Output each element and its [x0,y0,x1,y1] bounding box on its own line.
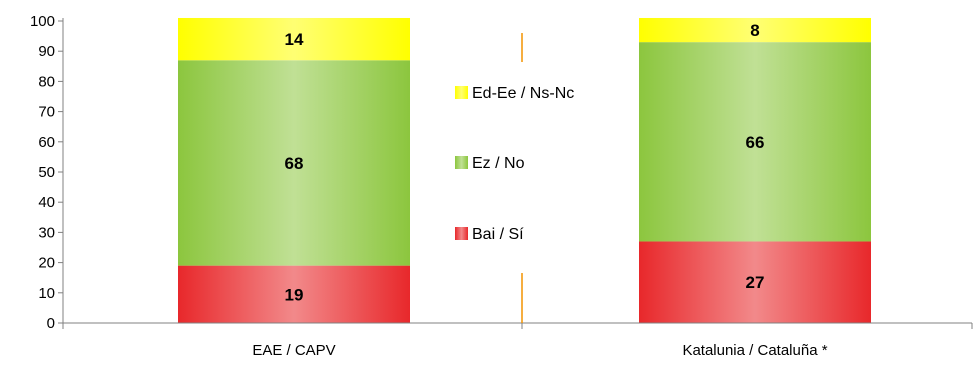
data-label-0-2: 14 [285,30,304,49]
y-tick-label-6: 60 [38,134,55,151]
y-tick-label-2: 20 [38,255,55,272]
data-label-1-0: 27 [746,273,765,292]
y-tick-label-10: 100 [30,13,55,30]
legend-label-2: Bai / Sí [472,226,524,243]
legend-label-1: Ez / No [472,155,525,172]
legend-swatch-1 [455,156,468,169]
y-tick-label-3: 30 [38,224,55,241]
category-label-1: Katalunia / Cataluña * [682,342,827,359]
labels-layer: 19 68 14 27 66 8 [285,21,765,304]
legend-swatch-2 [455,227,468,240]
bar-segment-1-1 [639,42,871,242]
data-label-0-1: 68 [285,154,304,173]
bars-layer [178,17,871,323]
axes-layer: 0 10 20 30 40 50 60 70 80 90 100 EAE / CAPV Kataluni… [30,13,973,359]
legend: Ed-Ee / Ns-Nc Ez / No Bai / Sí [455,85,574,243]
y-tick-label-9: 90 [38,43,55,60]
y-tick-label-1: 10 [38,285,55,302]
bar-segment-0-2 [178,17,410,61]
y-tick-label-0: 0 [47,315,55,332]
bar-segment-1-0 [639,241,871,323]
y-tick-label-5: 50 [38,164,55,181]
data-label-0-0: 19 [285,285,304,304]
bar-segment-1-2 [639,17,871,43]
y-tick-label-8: 80 [38,73,55,90]
legend-label-0: Ed-Ee / Ns-Nc [472,85,574,102]
bar-segment-0-0 [178,265,410,323]
data-label-1-1: 66 [746,133,765,152]
y-tick-label-7: 70 [38,104,55,121]
data-label-1-2: 8 [750,21,759,40]
bar-segment-0-1 [178,60,410,266]
y-tick-label-4: 40 [38,194,55,211]
legend-swatch-0 [455,86,468,99]
category-label-0: EAE / CAPV [252,342,335,359]
